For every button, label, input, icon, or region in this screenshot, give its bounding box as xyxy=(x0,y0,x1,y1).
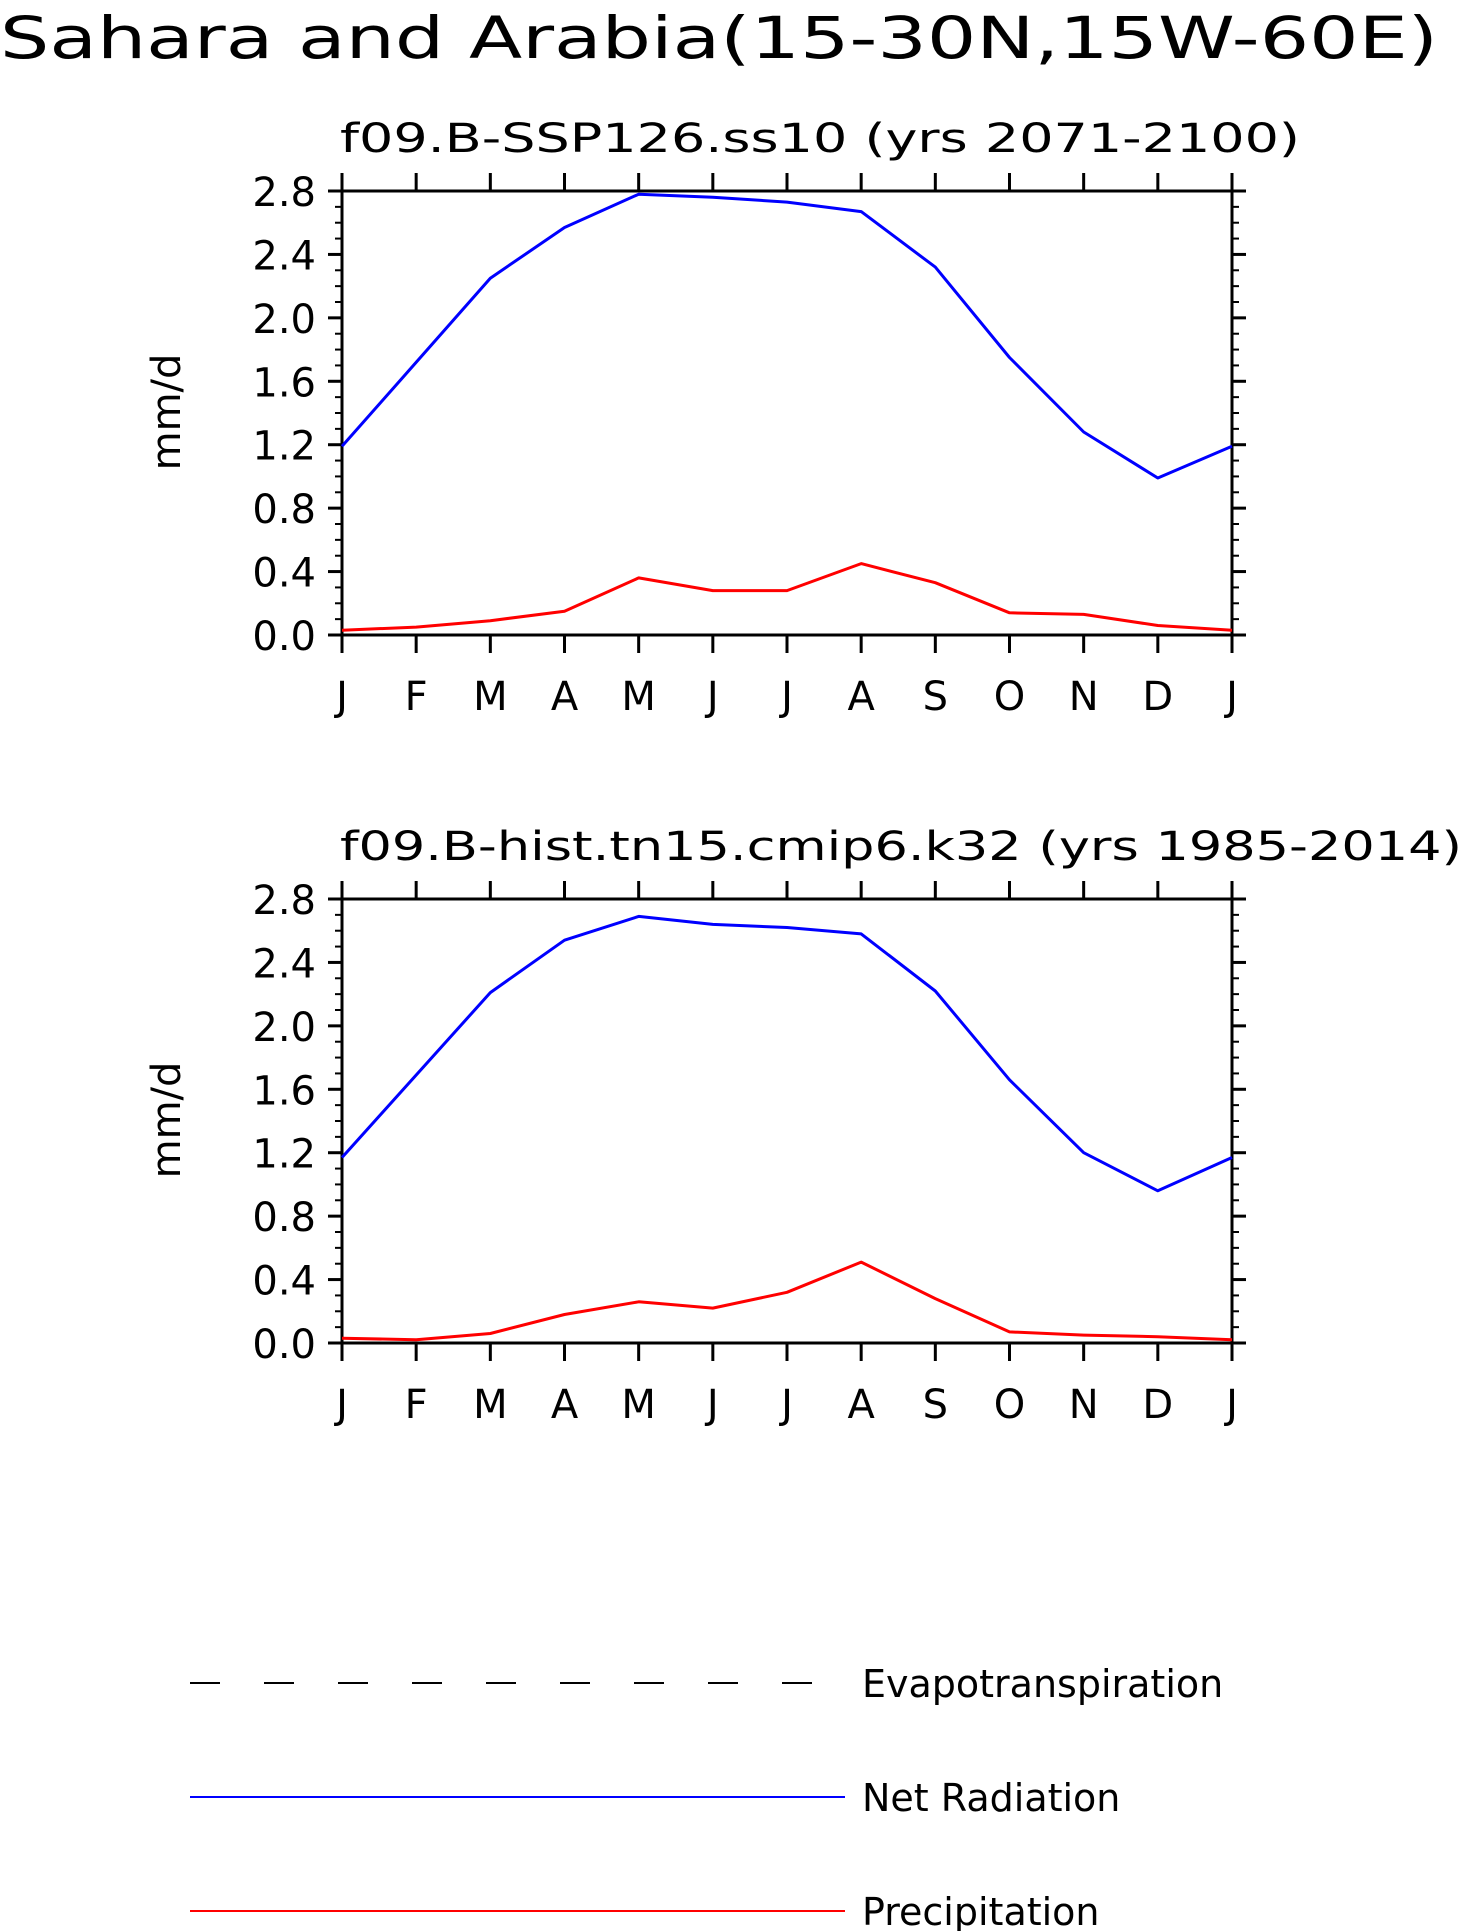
y-tick-label: 1.2 xyxy=(252,424,316,470)
x-tick-label: A xyxy=(551,674,579,720)
x-tick-label: F xyxy=(405,674,428,720)
panel-bottom-ylabel: mm/d xyxy=(144,1062,190,1179)
series-line-precipitation xyxy=(341,562,1233,632)
x-tick-label: J xyxy=(1223,1382,1238,1428)
series-line-precipitation xyxy=(341,1260,1233,1342)
x-tick-label: N xyxy=(1069,674,1099,720)
y-tick-label: 2.8 xyxy=(252,170,316,216)
y-tick-label: 0.0 xyxy=(252,614,316,660)
x-tick-label: J xyxy=(333,674,348,720)
y-tick-label: 0.4 xyxy=(252,551,316,597)
x-tick-label: A xyxy=(551,1382,579,1428)
y-tick-label: 0.0 xyxy=(252,1322,316,1368)
panel-top-ylabel: mm/d xyxy=(144,354,190,471)
x-tick-label: A xyxy=(847,674,875,720)
y-tick-label: 0.8 xyxy=(252,487,316,533)
y-tick-label: 1.2 xyxy=(252,1132,316,1178)
legend: Evapotranspiration Net Radiation Precipi… xyxy=(190,1662,1223,1931)
x-tick-label: D xyxy=(1142,1382,1173,1428)
series-line-net-radiation xyxy=(340,192,1233,480)
x-tick-label: J xyxy=(778,674,793,720)
x-tick-label: M xyxy=(621,1382,656,1428)
legend-label-net-radiation: Net Radiation xyxy=(862,1776,1120,1820)
y-tick-label: 2.4 xyxy=(252,233,316,279)
x-tick-label: O xyxy=(994,674,1025,720)
plot-frame xyxy=(340,189,1234,637)
x-tick-label: J xyxy=(704,1382,719,1428)
panel-top-title: f09.B-SSP126.ss10 (yrs 2071-2100) xyxy=(340,116,1300,162)
y-tick-label: 1.6 xyxy=(252,1068,316,1114)
legend-label-evapotranspiration: Evapotranspiration xyxy=(862,1662,1223,1706)
x-tick-label: F xyxy=(405,1382,428,1428)
plot-frame xyxy=(340,897,1234,1345)
x-tick-label: J xyxy=(1223,674,1238,720)
x-tick-label: J xyxy=(778,1382,793,1428)
x-tick-label: J xyxy=(704,674,719,720)
panel-bottom-title: f09.B-hist.tn15.cmip6.k32 (yrs 1985-2014… xyxy=(340,824,1462,870)
legend-label-precipitation: Precipitation xyxy=(862,1890,1100,1931)
y-tick-label: 0.4 xyxy=(252,1259,316,1305)
x-tick-label: N xyxy=(1069,1382,1099,1428)
x-tick-label: S xyxy=(923,674,948,720)
y-tick-label: 2.4 xyxy=(252,941,316,987)
x-tick-label: A xyxy=(847,1382,875,1428)
x-tick-label: M xyxy=(473,674,508,720)
series-line-net-radiation xyxy=(340,914,1233,1193)
x-tick-label: J xyxy=(333,1382,348,1428)
x-tick-label: O xyxy=(994,1382,1025,1428)
x-tick-label: M xyxy=(621,674,656,720)
y-tick-label: 0.8 xyxy=(252,1195,316,1241)
y-tick-label: 1.6 xyxy=(252,360,316,406)
x-tick-label: M xyxy=(473,1382,508,1428)
panel-bottom: f09.B-hist.tn15.cmip6.k32 (yrs 1985-2014… xyxy=(144,824,1462,1428)
page-title: Sahara and Arabia(15-30N,15W-60E) xyxy=(0,4,1438,72)
x-tick-label: S xyxy=(923,1382,948,1428)
x-tick-label: D xyxy=(1142,674,1173,720)
y-tick-label: 2.0 xyxy=(252,1005,316,1051)
y-tick-label: 2.8 xyxy=(252,878,316,924)
y-tick-label: 2.0 xyxy=(252,297,316,343)
panel-top: f09.B-SSP126.ss10 (yrs 2071-2100) mm/d 0… xyxy=(144,116,1300,720)
